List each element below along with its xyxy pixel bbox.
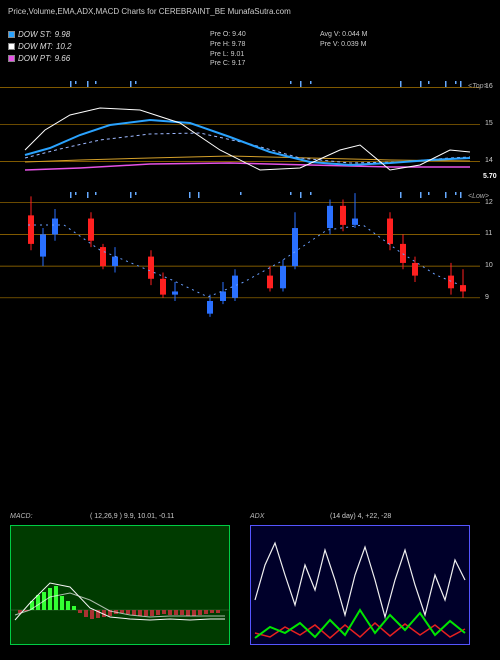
p1-ytick: 15 — [485, 120, 493, 127]
macd-label: MACD: — [10, 513, 33, 520]
p2-ytick: 9 — [485, 294, 489, 301]
adx-label: ADX — [250, 513, 264, 520]
p2-ytick: 11 — [485, 230, 492, 237]
macd-params: ( 12,26,9 ) 9.9, 10.01, -0.11 — [90, 513, 174, 520]
p2-ytick: 10 — [485, 262, 493, 269]
adx-params: (14 day) 4, +22, -28 — [330, 513, 391, 520]
panel1-corner: <Top> — [468, 83, 488, 90]
p1-ytick: 14 — [485, 157, 493, 164]
panel2-corner: <Low> — [468, 193, 489, 200]
panel1-price-label: 5.70 — [483, 173, 497, 180]
